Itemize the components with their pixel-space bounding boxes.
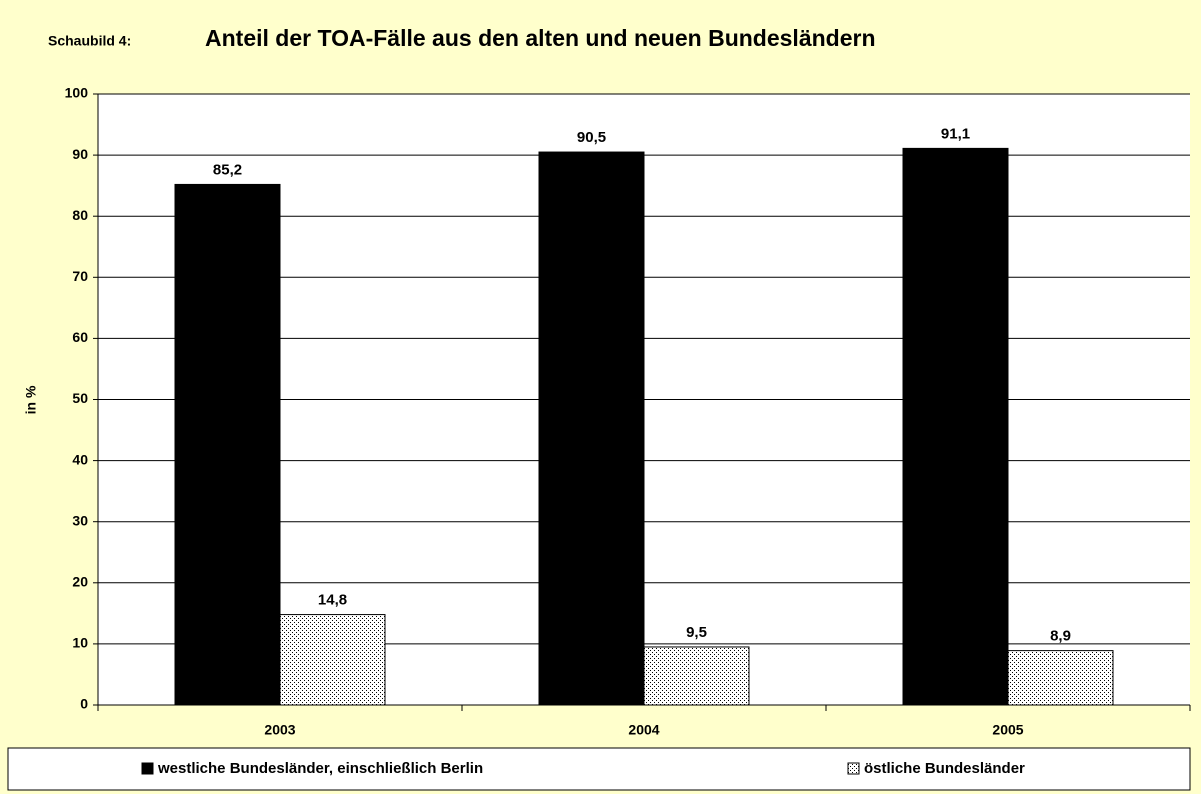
y-tick-label: 30 <box>72 512 88 528</box>
legend-label: westliche Bundesländer, einschließlich B… <box>157 760 483 777</box>
y-tick-label: 10 <box>72 635 88 651</box>
bar <box>174 183 281 706</box>
legend-swatch <box>847 762 860 775</box>
chart-label: Schaubild 4: <box>48 33 131 49</box>
legend-swatch <box>141 762 154 775</box>
data-label: 90,5 <box>577 129 606 146</box>
y-axis-label: in % <box>23 385 39 414</box>
bar <box>902 147 1009 706</box>
y-tick-label: 80 <box>72 207 88 223</box>
bar <box>538 151 645 706</box>
data-label: 8,9 <box>1050 628 1071 645</box>
y-tick-label: 100 <box>65 85 89 101</box>
y-tick-label: 20 <box>72 574 88 590</box>
data-label: 14,8 <box>318 592 347 609</box>
bar <box>1007 650 1114 706</box>
data-label: 85,2 <box>213 161 242 178</box>
data-label: 9,5 <box>686 624 707 641</box>
legend-label: östliche Bundesländer <box>864 760 1025 777</box>
y-tick-label: 60 <box>72 329 88 345</box>
y-tick-label: 40 <box>72 451 88 467</box>
chart-title: Anteil der TOA-Fälle aus den alten und n… <box>205 25 876 51</box>
x-tick-label: 2004 <box>628 722 659 738</box>
data-label: 91,1 <box>941 125 970 142</box>
bar <box>279 614 386 706</box>
x-tick-label: 2003 <box>264 722 295 738</box>
x-tick-label: 2005 <box>992 722 1023 738</box>
y-tick-label: 0 <box>80 696 88 712</box>
bar <box>643 646 750 706</box>
legend <box>7 747 1191 791</box>
y-tick-label: 70 <box>72 268 88 284</box>
y-tick-label: 90 <box>72 146 88 162</box>
y-tick-label: 50 <box>72 390 88 406</box>
